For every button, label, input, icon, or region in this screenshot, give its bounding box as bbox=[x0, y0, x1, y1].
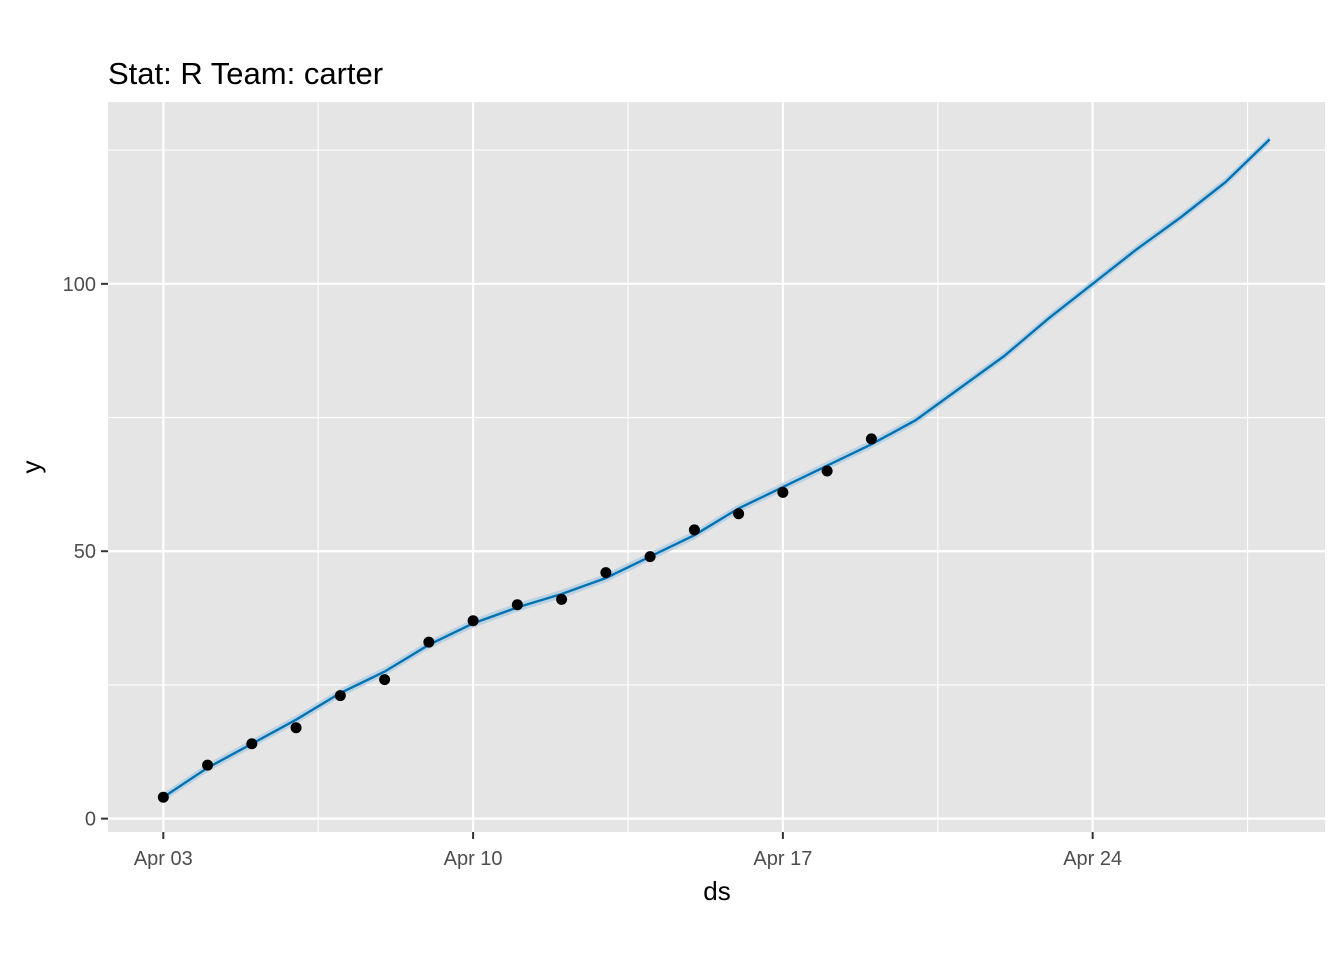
data-point bbox=[777, 486, 789, 498]
y-tick-label: 50 bbox=[74, 541, 96, 563]
data-point bbox=[733, 508, 745, 520]
data-point bbox=[157, 791, 169, 803]
data-point bbox=[379, 674, 391, 686]
data-point bbox=[202, 759, 214, 771]
data-point bbox=[334, 690, 346, 702]
major-gridlines bbox=[108, 102, 1325, 832]
y-tick-label: 0 bbox=[85, 809, 96, 831]
uncertainty-band bbox=[163, 135, 1270, 802]
minor-gridlines bbox=[108, 102, 1325, 832]
data-point bbox=[423, 636, 435, 648]
data-point bbox=[246, 738, 258, 750]
x-axis-title: ds bbox=[703, 876, 730, 906]
x-tick-label: Apr 10 bbox=[444, 848, 503, 870]
forecast-line bbox=[162, 138, 1271, 799]
data-point bbox=[821, 465, 833, 477]
data-points bbox=[157, 433, 877, 803]
data-point bbox=[688, 524, 700, 536]
data-point bbox=[290, 722, 302, 734]
x-axis-ticks: Apr 03 Apr 10 Apr 17 Apr 24 bbox=[134, 832, 1122, 870]
y-axis-title: y bbox=[16, 461, 46, 474]
x-tick-label: Apr 17 bbox=[753, 848, 812, 870]
data-point bbox=[644, 551, 656, 563]
x-tick-label: Apr 24 bbox=[1063, 848, 1122, 870]
data-point bbox=[556, 593, 568, 605]
chart-title: Stat: R Team: carter bbox=[108, 56, 383, 91]
data-point bbox=[865, 433, 877, 445]
data-point bbox=[600, 567, 612, 579]
y-tick-label: 100 bbox=[63, 274, 96, 296]
y-axis-ticks: 0 50 100 bbox=[63, 274, 108, 831]
data-point bbox=[511, 599, 523, 611]
data-point bbox=[467, 615, 479, 627]
x-tick-label: Apr 03 bbox=[134, 848, 193, 870]
